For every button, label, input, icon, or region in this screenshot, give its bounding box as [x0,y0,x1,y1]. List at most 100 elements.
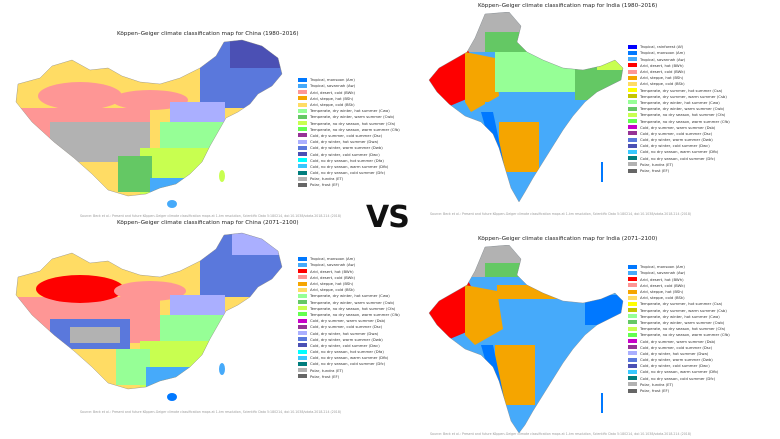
legend-label: Polar, tundra (ET) [310,176,344,182]
legend-swatch [628,44,637,49]
legend-item: Polar, frost (EF) [298,374,400,380]
legend-swatch [298,139,307,144]
legend-item: Temperate, dry winter, warm summer (Cwb) [628,106,730,112]
legend-item: Cold, dry summer, cold summer (Dsc) [298,324,400,330]
legend-label: Cold, dry winter, hot summer (Dwa) [310,330,379,336]
legend-label: Cold, dry winter, warm summer (Dwb) [640,357,713,363]
legend-item: Temperate, dry winter, hot summer (Cwa) [298,108,400,114]
legend-item: Cold, dry winter, warm summer (Dwb) [628,137,730,143]
legend-swatch [298,83,307,88]
legend-swatch [298,145,307,150]
legend-label: Arid, steppe, cold (BSk) [640,81,685,87]
legend-swatch [628,81,637,86]
legend-item: Temperate, dry winter, warm summer (Cwb) [298,299,400,305]
legend-item: Polar, tundra (ET) [628,382,730,388]
legend-label: Tropical, savannah (Aw) [640,56,686,62]
legend-label: Arid, desert, cold (BWk) [640,282,686,288]
legend-label: Cold, dry summer, cold summer (Dsc) [310,324,383,330]
legend-label: Temperate, dry winter, hot summer (Cwa) [640,99,720,105]
legend-swatch [628,301,637,306]
legend-label: Arid, steppe, cold (BSk) [310,102,355,108]
legend-item: Arid, desert, hot (BWh) [628,63,730,69]
legend-label: Cold, dry summer, warm summer (Dsb) [640,124,716,130]
legend-item: Arid, steppe, cold (BSk) [298,287,400,293]
legend-item: Cold, dry summer, cold summer (Dsc) [628,344,730,350]
legend-label: Arid, steppe, cold (BSk) [640,295,685,301]
legend-item: Cold, no dry season, hot summer (Dfa) [298,157,400,163]
legend-china-2071: Tropical, monsoon (Am) Tropical, savannah… [298,256,400,380]
legend-swatch [628,119,637,124]
legend-label: Cold, dry winter, hot summer (Dwa) [310,139,379,145]
legend-label: Temperate, dry winter, warm summer (Cwb) [310,299,395,305]
legend-swatch [298,306,307,311]
legend-swatch [628,295,637,300]
legend-swatch [628,382,637,387]
legend-swatch [298,300,307,305]
legend-swatch [628,143,637,148]
legend-label: Arid, steppe, hot (BSh) [640,289,684,295]
legend-item: Temperate, no dry season, hot summer (Cf… [298,120,400,126]
legend-item: Tropical, monsoon (Am) [628,264,730,270]
legend-item: Polar, tundra (ET) [298,176,400,182]
legend-item: Arid, desert, cold (BWk) [298,275,400,281]
legend-item: Arid, steppe, cold (BSk) [628,295,730,301]
legend-swatch [298,324,307,329]
legend-swatch [628,149,637,154]
legend-swatch [298,281,307,286]
legend-swatch [298,343,307,348]
legend-item: Temperate, dry summer, hot summer (Csa) [628,87,730,93]
legend-item: Cold, dry winter, cold summer (Dwc) [298,343,400,349]
legend-label: Arid, desert, hot (BWh) [640,276,684,282]
legend-label: Tropical, monsoon (Am) [310,77,355,83]
source-note-india-2071: Source: Beck et al.: Present and future … [430,432,692,436]
legend-item: Cold, dry summer, warm summer (Dsb) [298,318,400,324]
legend-item: Arid, desert, cold (BWk) [628,69,730,75]
map-india-2071 [428,245,624,434]
legend-label: Tropical, savannah (Aw) [310,262,356,268]
legend-label: Cold, no dry season, cold summer (Dfc) [640,375,716,381]
legend-india-2071: Tropical, monsoon (Am) Tropical, savannah… [628,264,730,394]
map-china-2071 [15,232,283,401]
legend-india-1980: Tropical, rainforest (Af) Tropical, monso… [628,44,730,174]
legend-swatch [298,361,307,366]
legend-swatch [298,293,307,298]
legend-item: Tropical, savannah (Aw) [628,270,730,276]
legend-swatch [628,277,637,282]
legend-label: Cold, dry summer, warm summer (Dsb) [640,338,716,344]
legend-label: Temperate, no dry season, warm summer (C… [640,118,730,124]
legend-swatch [628,320,637,325]
legend-label: Tropical, savannah (Aw) [640,270,686,276]
legend-swatch [628,75,637,80]
legend-label: Temperate, no dry season, warm summer (C… [310,311,400,317]
legend-swatch [298,102,307,107]
legend-swatch [298,312,307,317]
map-china-1980 [15,39,283,208]
legend-label: Cold, no dry season, warm summer (Dfb) [310,355,389,361]
legend-label: Temperate, dry summer, warm summer (Csb) [640,93,727,99]
legend-item: Arid, steppe, cold (BSk) [298,102,400,108]
map-title-china-2071: Köppen–Geiger climate classification map… [117,220,299,226]
legend-label: Temperate, no dry season, warm summer (C… [640,332,730,338]
legend-item: Temperate, no dry season, warm summer (C… [628,118,730,124]
map-title-india-1980: Köppen–Geiger climate classification map… [478,3,658,9]
legend-item: Temperate, dry summer, warm summer (Csb) [628,307,730,313]
legend-item: Arid, steppe, hot (BSh) [628,75,730,81]
legend-swatch [298,374,307,379]
legend-label: Tropical, monsoon (Am) [640,264,685,270]
legend-swatch [298,256,307,261]
legend-swatch [298,269,307,274]
legend-item: Tropical, monsoon (Am) [298,256,400,262]
legend-label: Cold, dry summer, warm summer (Dsb) [310,318,386,324]
legend-item: Tropical, savannah (Aw) [298,262,400,268]
legend-item: Cold, dry winter, cold summer (Dwc) [298,151,400,157]
legend-swatch [628,351,637,356]
legend-label: Cold, no dry season, cold summer (Dfc) [310,170,386,176]
legend-label: Polar, frost (EF) [640,168,670,174]
legend-item: Cold, dry winter, warm summer (Dwb) [298,145,400,151]
legend-swatch [628,156,637,161]
legend-label: Arid, desert, hot (BWh) [640,62,684,68]
legend-swatch [298,127,307,132]
legend-label: Tropical, monsoon (Am) [310,256,355,262]
legend-label: Arid, desert, hot (BWh) [310,268,354,274]
legend-item: Arid, desert, hot (BWh) [628,276,730,282]
